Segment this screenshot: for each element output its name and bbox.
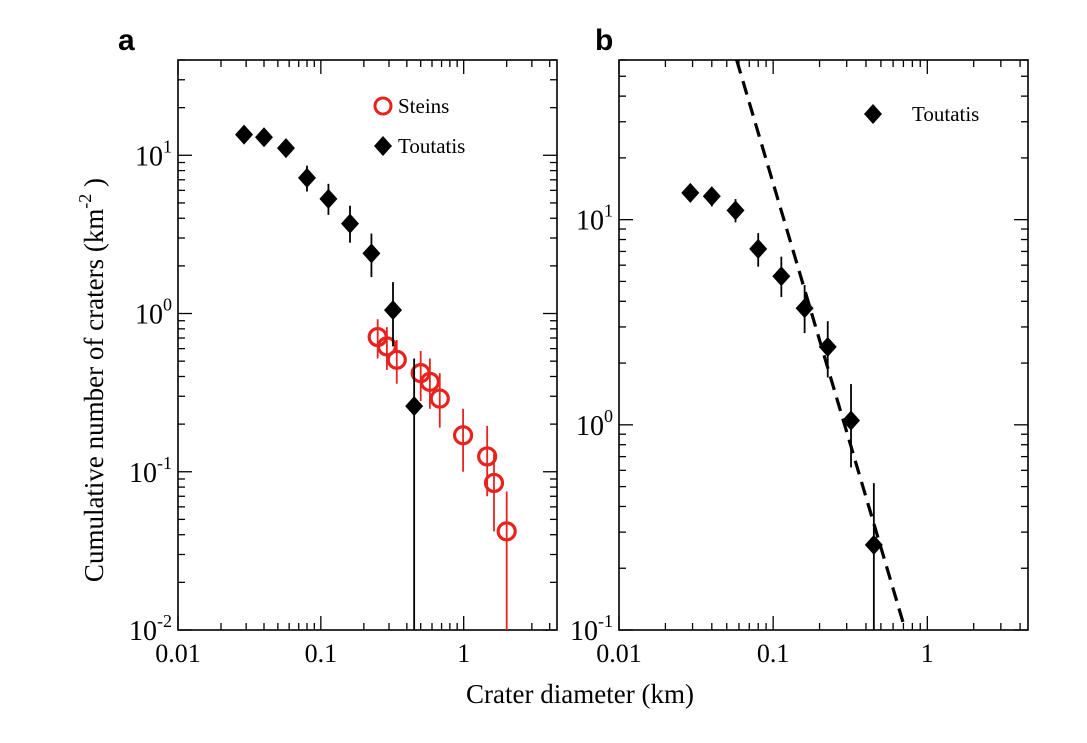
legend-a: Steins Toutatis [373, 94, 465, 158]
y-tick-label: 10-2 [129, 611, 172, 647]
data-point [405, 396, 424, 417]
y-tick-label: 101 [135, 136, 172, 172]
y-tick-label: 100 [135, 295, 172, 331]
x-axis-label: Crater diameter (km) [466, 679, 694, 709]
data-point [386, 349, 407, 370]
y-tick-label: 100 [576, 406, 613, 442]
y-tick-label: 10-1 [129, 453, 172, 489]
panel-letter-b: b [595, 24, 613, 57]
data-point [864, 534, 883, 555]
panel-b: b 0.01 0.1 1 10-1 100 101 Toutatis [570, 24, 1029, 668]
data-point [681, 182, 700, 203]
data-point [483, 472, 505, 494]
data-point [749, 238, 768, 259]
data-point [341, 213, 360, 234]
legend-marker-toutatis [374, 136, 392, 156]
data-point [362, 243, 381, 264]
data-point [255, 127, 274, 148]
x-tick-label: 1 [921, 639, 934, 668]
y-axis-label: Cumulative number of craters (km-2 ) [75, 178, 109, 582]
series-steins [367, 319, 517, 630]
data-point [298, 167, 317, 188]
series-toutatis [681, 182, 883, 630]
series-toutatis [235, 124, 424, 630]
y-tick-label: 101 [576, 201, 613, 237]
data-point [477, 446, 498, 467]
data-point [772, 266, 791, 287]
plot-area-b [681, 60, 907, 630]
data-point [496, 521, 517, 542]
x-tick-label: 1 [457, 639, 470, 668]
legend-marker-toutatis [864, 104, 882, 124]
panel-a: a 0.01 0.1 1 10-2 10-1 100 101 Cumulative number… [75, 24, 558, 668]
data-point [452, 425, 474, 446]
plot-frame-a [177, 59, 558, 631]
legend-marker-steins [373, 96, 393, 116]
data-point [376, 336, 397, 357]
data-point [818, 336, 837, 357]
data-point [795, 298, 814, 319]
data-point [276, 138, 295, 159]
y-tick-label: 10-1 [570, 611, 613, 647]
legend-label-toutatis: Toutatis [398, 134, 465, 158]
x-tick-label: 0.1 [305, 639, 338, 668]
x-tick-label: 0.01 [596, 639, 642, 668]
panel-letter-a: a [118, 24, 135, 57]
legend-b: Toutatis [864, 102, 979, 126]
data-point [419, 371, 440, 392]
x-tick-label: 0.01 [155, 639, 201, 668]
data-point [702, 186, 721, 207]
legend-label-toutatis: Toutatis [912, 102, 979, 126]
x-tick-label: 0.1 [757, 639, 790, 668]
data-point [235, 124, 254, 145]
data-point [726, 200, 745, 221]
plot-area-a [235, 124, 517, 630]
data-point [842, 410, 861, 431]
data-point [384, 300, 403, 321]
plot-frame-b [618, 59, 1029, 631]
legend-label-steins: Steins [398, 94, 449, 118]
data-point [319, 188, 338, 209]
data-point [429, 388, 450, 409]
